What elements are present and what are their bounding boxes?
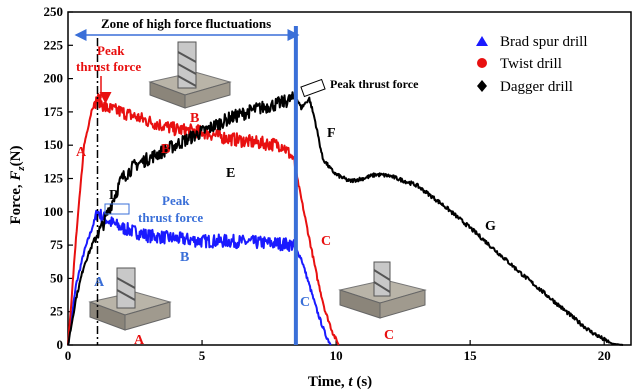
- label-F: F: [327, 126, 336, 141]
- x-axis-ticks: 0 5 10 15 20: [65, 340, 611, 363]
- legend-label-brad: Brad spur drill: [500, 34, 588, 50]
- peak-label-brad-1: Peak: [162, 193, 190, 208]
- peak-label-twist-1: Peak: [97, 43, 125, 58]
- series-group: [67, 91, 624, 346]
- y-tick-label: 250: [44, 4, 64, 19]
- legend-label-dagger: Dagger drill: [500, 79, 573, 95]
- label-A-twist: A: [76, 145, 87, 160]
- annotations: Zone of high force fluctuations Peak thr…: [74, 16, 496, 348]
- y-tick-label: 225: [44, 37, 64, 52]
- y-tick-label: 25: [50, 304, 64, 319]
- y-tick-label: 150: [44, 137, 64, 152]
- peak-box-brad: [104, 203, 130, 215]
- label-B-brad: B: [180, 250, 189, 265]
- drill-illustration-brad: [88, 267, 172, 331]
- legend: Brad spur drill Twist drill Dagger drill: [476, 34, 588, 95]
- zone-label: Zone of high force fluctuations: [101, 16, 271, 31]
- label-C-brad: C: [300, 295, 310, 310]
- series-line-2: [67, 91, 624, 346]
- series-line-0: [67, 208, 332, 346]
- y-axis-title: Force, Fz(N): [8, 146, 27, 225]
- label-E: E: [226, 166, 235, 181]
- y-tick-label: 75: [50, 237, 64, 252]
- x-tick-label: 5: [199, 348, 206, 363]
- x-tick-label: 15: [464, 348, 478, 363]
- y-tick-label: 175: [44, 104, 64, 119]
- peak-label-brad-2: thrust force: [138, 210, 203, 225]
- peak-box-dagger: [300, 78, 326, 98]
- y-tick-label: 50: [50, 270, 63, 285]
- peak-label-twist-2: thrust force: [76, 59, 141, 74]
- y-tick-label: 125: [44, 171, 64, 186]
- x-tick-label: 20: [598, 348, 611, 363]
- label-D: D: [109, 188, 119, 203]
- label-C-twist-2: C: [384, 328, 394, 343]
- drill-illustration-dagger: [338, 261, 427, 319]
- label-G: G: [485, 219, 496, 234]
- label-A-brad: A: [94, 275, 105, 290]
- legend-marker-brad: [476, 36, 488, 46]
- legend-label-twist: Twist drill: [500, 56, 562, 72]
- y-tick-label: 100: [44, 204, 64, 219]
- label-A-brad-red: A: [134, 333, 145, 348]
- drill-illustration-twist: [148, 41, 232, 109]
- y-tick-label: 200: [44, 71, 64, 86]
- x-tick-label: 10: [330, 348, 343, 363]
- x-tick-label: 0: [65, 348, 72, 363]
- y-axis-ticks: 0 25 50 75 100 125 150 175 200 225 250: [44, 4, 73, 352]
- label-B-twist-1: B: [190, 111, 199, 126]
- legend-marker-dagger: [477, 80, 487, 92]
- y-tick-label: 0: [57, 337, 64, 352]
- x-axis-title: Time, t (s): [308, 374, 372, 390]
- label-B-twist-2: B: [161, 142, 170, 157]
- peak-label-dagger: Peak thrust force: [330, 77, 419, 91]
- reference-lines: [96, 26, 298, 345]
- legend-marker-twist: [477, 58, 487, 68]
- series-line-1: [67, 92, 340, 346]
- label-C-twist: C: [321, 234, 331, 249]
